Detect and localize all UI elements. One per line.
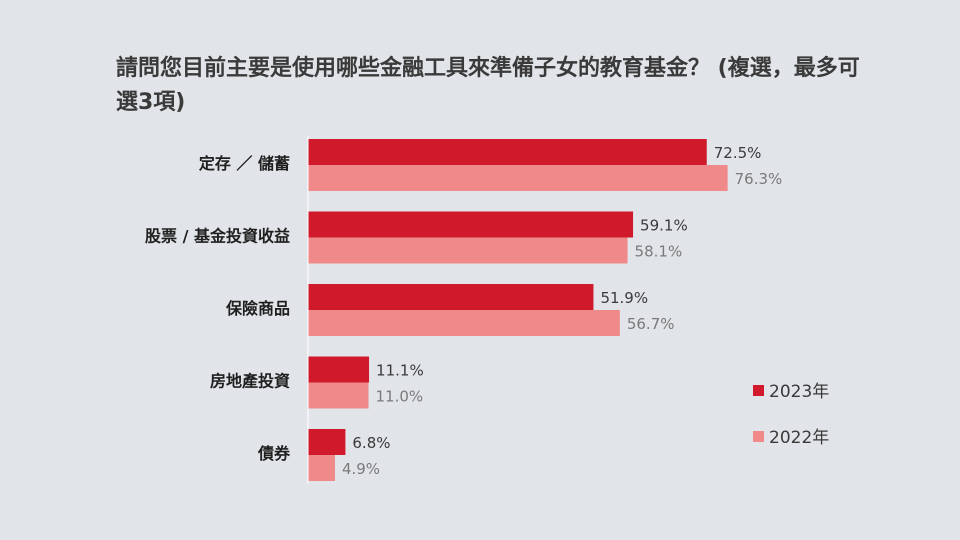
legend-swatch <box>753 385 764 396</box>
data-label: 76.3% <box>735 170 783 188</box>
bar-series-2022 <box>308 455 335 481</box>
data-label: 6.8% <box>352 434 390 452</box>
category-label: 房地產投資 <box>210 372 290 391</box>
category-label: 定存 ／ 儲蓄 <box>198 154 290 173</box>
bar-series-2023 <box>308 356 370 383</box>
bar-series-2022 <box>308 310 620 336</box>
chart-title: 請問您目前主要是使用哪些金融工具來準備子女的教育基金？ (複選，最多可選3項) <box>116 56 860 115</box>
legend-label: 2022年 <box>769 428 829 448</box>
category-label: 保險商品 <box>225 299 290 318</box>
data-label: 72.5% <box>714 144 762 162</box>
data-label: 4.9% <box>342 460 380 478</box>
bar-series-2023 <box>308 429 346 455</box>
data-label: 56.7% <box>627 315 675 333</box>
data-label: 11.1% <box>376 362 424 380</box>
bar-series-2022 <box>308 382 369 409</box>
data-label: 51.9% <box>600 289 648 307</box>
data-label: 59.1% <box>640 217 688 235</box>
legend-swatch <box>753 431 764 442</box>
category-label: 股票 / 基金投資收益 <box>145 227 290 246</box>
data-label: 58.1% <box>635 243 683 261</box>
data-label: 11.0% <box>376 388 424 406</box>
bar-series-2022 <box>308 165 728 191</box>
bar-series-2023 <box>308 139 707 165</box>
legend-label: 2023年 <box>769 382 829 402</box>
bar-series-2023 <box>308 211 634 238</box>
category-label: 債券 <box>257 444 291 463</box>
bar-series-2023 <box>308 284 594 310</box>
bar-series-2022 <box>308 237 628 264</box>
